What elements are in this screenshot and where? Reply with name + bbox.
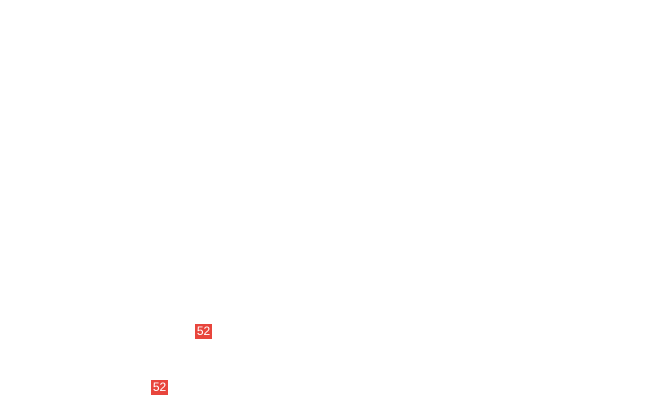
count-badge: 52: [195, 324, 212, 339]
count-badge: 52: [151, 380, 168, 395]
